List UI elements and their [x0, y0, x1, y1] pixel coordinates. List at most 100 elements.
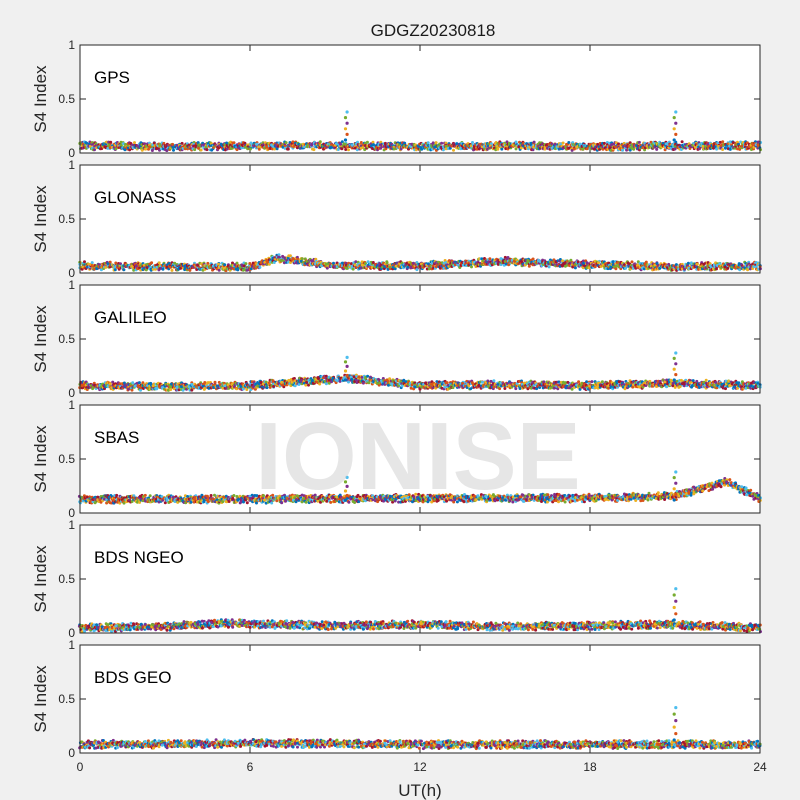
data-point [91, 387, 95, 391]
data-point [123, 148, 127, 152]
data-point [150, 149, 154, 152]
data-point [128, 148, 132, 152]
data-point [621, 148, 625, 152]
data-point [318, 140, 322, 144]
data-point [336, 379, 340, 383]
data-point [567, 141, 571, 144]
data-point [746, 268, 750, 272]
data-point [365, 140, 369, 144]
data-point [597, 261, 600, 265]
spike-point [343, 138, 348, 142]
data-point [470, 265, 473, 269]
data-point [632, 147, 636, 151]
data-point [514, 387, 518, 391]
data-point [452, 148, 455, 152]
data-point [547, 265, 551, 269]
data-point [514, 147, 518, 151]
data-point [459, 147, 463, 151]
data-point [617, 142, 620, 146]
data-point [205, 148, 209, 152]
data-point [445, 381, 449, 385]
data-point [573, 266, 577, 270]
data-point [572, 147, 576, 151]
data-point [347, 380, 350, 384]
data-point [300, 257, 304, 261]
data-point [596, 142, 600, 146]
data-point [570, 148, 574, 152]
data-point [488, 257, 492, 261]
data-point [721, 148, 725, 151]
y-axis-label: S4 Index [31, 185, 50, 253]
data-point [339, 142, 343, 146]
data-point [171, 142, 175, 146]
data-point [188, 268, 192, 272]
data-point [131, 381, 135, 385]
data-point [505, 140, 509, 144]
data-point [236, 268, 240, 272]
data-point [351, 267, 355, 271]
data-point [93, 148, 96, 152]
data-point [235, 148, 239, 152]
spike-point [343, 116, 348, 120]
data-point [161, 267, 165, 271]
data-point [718, 262, 722, 266]
data-point [451, 386, 455, 390]
data-point [109, 140, 113, 144]
data-point [113, 268, 117, 272]
data-point [88, 144, 92, 148]
data-point [340, 147, 344, 151]
data-point [440, 141, 444, 145]
spike-point [343, 127, 348, 131]
data-point [567, 146, 571, 150]
data-point [108, 260, 112, 264]
data-point [371, 140, 375, 144]
spike-point [672, 138, 676, 142]
data-point [157, 261, 161, 265]
data-point [275, 147, 279, 151]
data-point [385, 261, 389, 265]
data-point [83, 260, 86, 264]
data-point [225, 141, 229, 145]
data-point [443, 385, 447, 389]
y-tick-label: 0 [68, 146, 75, 160]
data-point [531, 257, 535, 261]
data-point [137, 381, 141, 385]
data-point [543, 147, 547, 151]
data-point [284, 141, 288, 145]
data-point [312, 148, 316, 152]
data-point [288, 141, 292, 144]
data-point [608, 146, 612, 150]
data-point [519, 146, 523, 150]
data-point [527, 264, 531, 268]
data-point [507, 263, 511, 267]
panel-label: GLONASS [94, 188, 176, 207]
data-point [480, 380, 484, 384]
data-point [503, 387, 507, 390]
data-point [144, 147, 148, 151]
data-point [366, 260, 370, 264]
data-point [455, 142, 459, 146]
data-point [602, 141, 606, 145]
data-point [532, 140, 536, 144]
spike-point [672, 116, 676, 120]
data-point [248, 147, 252, 151]
data-point [344, 148, 348, 151]
data-point [347, 148, 350, 152]
data-point [356, 140, 359, 144]
data-point [273, 147, 277, 151]
data-point [372, 143, 375, 147]
data-point [593, 147, 597, 151]
spike-point [345, 110, 349, 114]
data-point [588, 143, 592, 146]
data-point [371, 261, 375, 264]
data-point [570, 387, 574, 391]
data-point [601, 147, 605, 151]
data-point [393, 267, 397, 271]
data-point [426, 141, 430, 145]
data-point [232, 141, 236, 145]
data-point [587, 266, 591, 270]
figure-title: GDGZ20230818 [371, 21, 496, 40]
panel-label: GPS [94, 68, 130, 87]
